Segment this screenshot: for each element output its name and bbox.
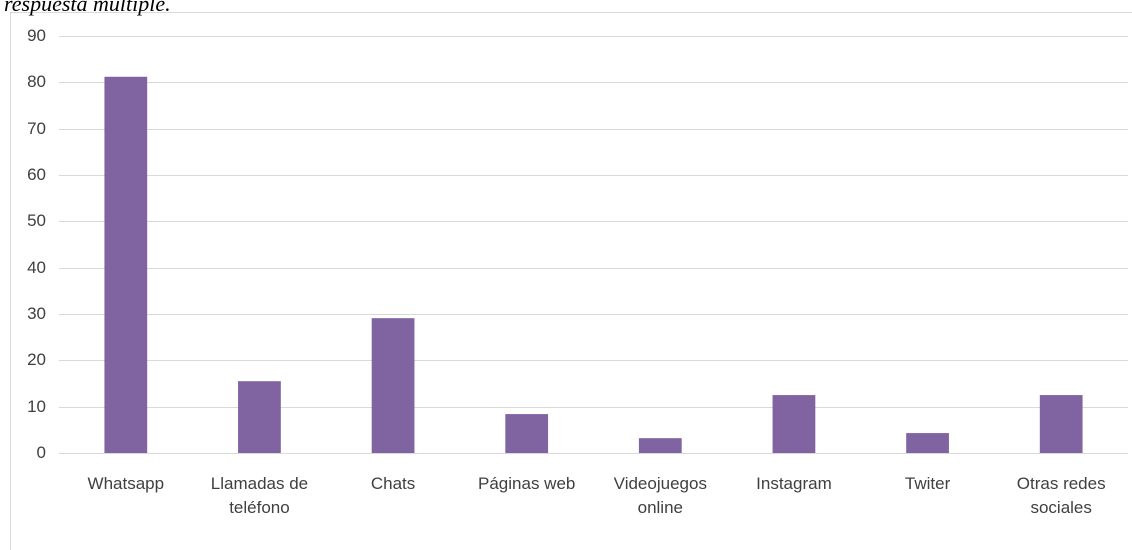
y-tick-label: 30	[27, 304, 46, 323]
x-tick-label: Chats	[370, 474, 416, 493]
bar	[906, 433, 949, 453]
bar	[505, 414, 549, 453]
x-tick-label: Whatsapp	[87, 474, 165, 493]
x-tick-label: Páginas web	[478, 474, 576, 493]
y-tick-label: 10	[27, 397, 46, 416]
x-tick-label: Otras redes sociales	[1016, 474, 1106, 517]
y-tick-label: 50	[27, 211, 46, 230]
x-tick-label: Twiter	[904, 474, 951, 493]
bar	[772, 395, 816, 453]
y-tick-label: 80	[27, 72, 46, 91]
bar	[104, 76, 148, 454]
y-tick-label: 70	[27, 119, 46, 138]
bar	[371, 318, 415, 453]
y-tick-label: 40	[27, 258, 46, 277]
y-tick-label: 60	[27, 165, 46, 184]
x-tick-label: Instagram	[756, 474, 832, 493]
y-tick-label: 20	[27, 350, 46, 369]
chart-title: respuesta múltiple.	[4, 0, 171, 16]
x-tick-label: Videojuegos online	[613, 474, 707, 517]
bar	[638, 438, 682, 453]
bar	[238, 381, 281, 453]
x-tick-label: Llamadas de teléfono	[210, 474, 309, 517]
y-tick-label: 90	[27, 26, 46, 45]
bar	[1039, 395, 1083, 453]
y-tick-label: 0	[37, 443, 46, 462]
